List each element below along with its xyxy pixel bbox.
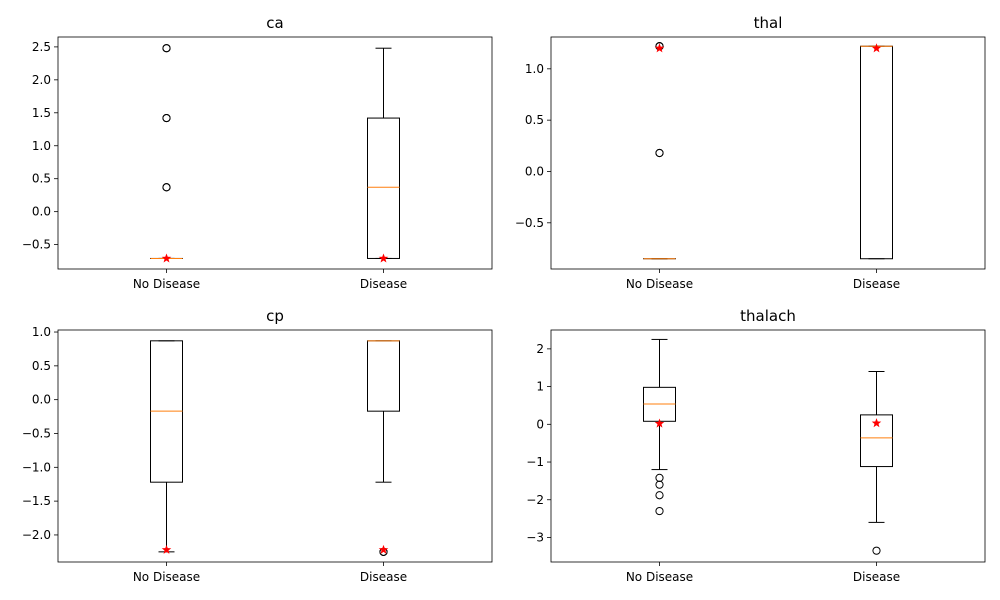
mean-marker bbox=[378, 544, 389, 554]
axes-frame bbox=[57, 329, 493, 563]
axes-frame bbox=[550, 329, 986, 563]
y-tick-label: 1.0 bbox=[32, 325, 51, 339]
outlier-point bbox=[162, 113, 171, 123]
axes-frame bbox=[550, 36, 986, 270]
x-tick-label: Disease bbox=[360, 570, 407, 584]
y-tick-label: −3 bbox=[526, 530, 544, 544]
mean-marker bbox=[378, 253, 389, 263]
x-tick-label: Disease bbox=[360, 277, 407, 291]
y-tick-label: −1 bbox=[526, 455, 544, 469]
y-tick-label: −1.0 bbox=[22, 460, 51, 474]
mean-marker bbox=[871, 418, 882, 428]
y-tick-label: 2 bbox=[536, 342, 544, 356]
x-tick-label: No Disease bbox=[133, 277, 200, 291]
subplot-title: thalach bbox=[740, 307, 796, 325]
y-tick-label: 0 bbox=[536, 417, 544, 431]
x-tick-label: Disease bbox=[853, 570, 900, 584]
outlier-point bbox=[872, 546, 881, 555]
outlier-point bbox=[655, 480, 664, 489]
mean-marker bbox=[161, 253, 172, 263]
y-tick-label: −0.5 bbox=[22, 238, 51, 252]
y-tick-label: 0.5 bbox=[525, 113, 544, 127]
mean-marker bbox=[654, 418, 665, 428]
x-tick-label: No Disease bbox=[133, 570, 200, 584]
y-tick-label: 2.0 bbox=[32, 73, 51, 87]
box-disease bbox=[860, 43, 893, 260]
box-no-disease bbox=[150, 44, 183, 263]
y-tick-label: 1.0 bbox=[32, 139, 51, 153]
box-disease bbox=[860, 370, 893, 555]
axes-frame bbox=[57, 36, 493, 270]
y-tick-label: −0.5 bbox=[515, 216, 544, 230]
outlier-point bbox=[655, 148, 664, 158]
box-disease bbox=[367, 47, 400, 263]
y-tick-label: 0.0 bbox=[32, 393, 51, 407]
y-tick-label: −2.0 bbox=[22, 528, 51, 542]
y-tick-label: 1 bbox=[536, 380, 544, 394]
x-tick-label: Disease bbox=[853, 277, 900, 291]
y-tick-label: 1.0 bbox=[525, 62, 544, 76]
y-tick-label: −2 bbox=[526, 493, 544, 507]
y-tick-label: 0.0 bbox=[525, 164, 544, 178]
subplot-title: cp bbox=[266, 307, 284, 325]
mean-marker bbox=[871, 43, 882, 53]
y-tick-label: 2.5 bbox=[32, 40, 51, 54]
subplot-ca: ca −0.5 0.0 0.5 1.0 1.5 2.0 2.5 No Disease Diseas… bbox=[22, 14, 493, 291]
y-tick-label: 1.5 bbox=[32, 106, 51, 120]
iqr-box bbox=[860, 414, 893, 468]
box-disease bbox=[367, 340, 400, 556]
box-no-disease bbox=[643, 338, 676, 516]
subplot-thalach: thalach −3 −2 −1 0 1 2 No Disease Disease bbox=[526, 307, 986, 584]
subplot-thal: thal −0.5 0.0 0.5 1.0 No Disease Disease bbox=[515, 14, 986, 291]
box-no-disease bbox=[643, 42, 676, 260]
outlier-point bbox=[162, 183, 171, 192]
outlier-point bbox=[162, 44, 171, 53]
x-tick-label: No Disease bbox=[626, 570, 693, 584]
y-tick-label: 0.5 bbox=[32, 359, 51, 373]
y-tick-label: 0.0 bbox=[32, 205, 51, 219]
y-tick-label: −0.5 bbox=[22, 426, 51, 440]
outlier-point bbox=[655, 506, 664, 516]
mean-marker bbox=[654, 43, 665, 53]
subplot-cp: cp −2.0 −1.5 −1.0 −0.5 0.0 0.5 1.0 No Disease Dis… bbox=[22, 307, 493, 584]
box-no-disease bbox=[150, 340, 183, 554]
subplot-title: ca bbox=[266, 14, 283, 32]
y-tick-label: 0.5 bbox=[32, 172, 51, 186]
x-tick-label: No Disease bbox=[626, 277, 693, 291]
outlier-point bbox=[655, 491, 664, 500]
y-tick-label: −1.5 bbox=[22, 494, 51, 508]
mean-marker bbox=[161, 544, 172, 554]
subplot-title: thal bbox=[754, 14, 783, 32]
